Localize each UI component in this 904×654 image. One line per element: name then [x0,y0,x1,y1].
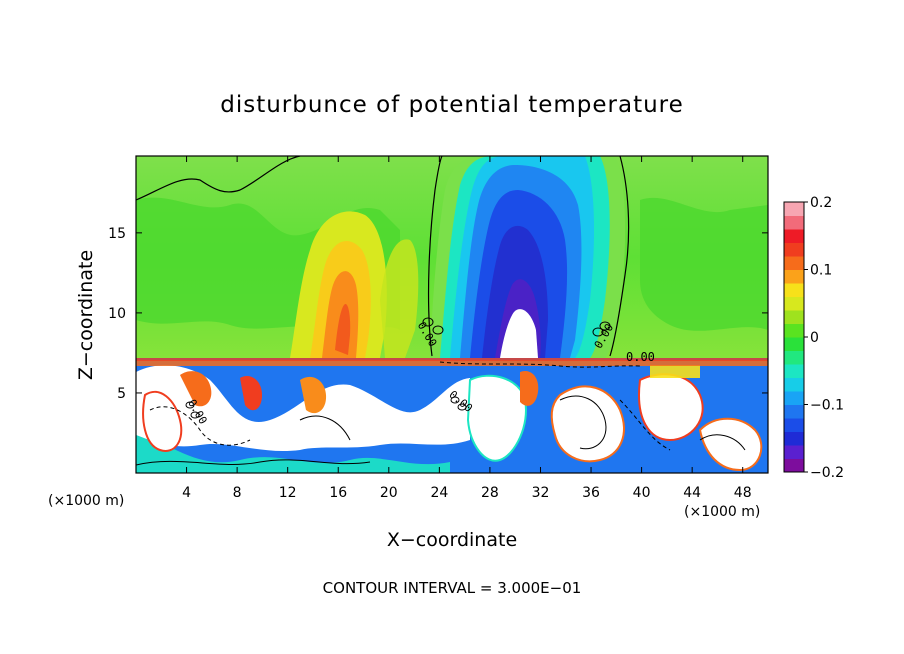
x-tick-label: 20 [380,485,398,501]
colorbar-swatch [784,418,804,432]
y-axis: 5 10 15 [108,226,768,402]
colorbar-swatch [784,431,804,446]
x-axis: 4 8 12 16 20 24 28 32 36 40 44 48 [182,156,752,501]
chart-title: disturbunce of potential temperature [220,92,684,118]
x-tick-label: 8 [233,485,242,501]
colorbar-swatch [784,458,804,473]
x-tick-label: 36 [582,485,600,501]
x-tick-label: 28 [481,485,499,501]
colorbar-swatch [784,242,804,257]
colorbar-tick-label: 0 [810,330,819,346]
x-tick-label: 32 [532,485,550,501]
colorbar-swatch [784,229,804,243]
x-axis-label: X−coordinate [387,529,517,551]
colorbar: 0.2 0.1 0 −0.1 −0.2 [783,195,844,481]
colorbar-swatch [784,337,804,351]
colorbar-swatch [784,283,804,297]
colorbar-swatch [784,377,804,392]
x-tick-label: 44 [683,485,701,501]
y-tick-label: 15 [108,226,126,242]
colorbar-swatch [784,391,804,405]
colorbar-tick-label: −0.2 [810,465,844,481]
colorbar-tick-label: 0.1 [810,263,832,279]
x-unit-left: (×1000 m) [48,493,124,509]
plot-frame [135,155,769,474]
contour-label: 0.00 [626,350,655,364]
colorbar-swatch [784,202,804,216]
x-tick-label: 12 [279,485,297,501]
x-tick-label: 16 [329,485,347,501]
x-tick-label: 24 [430,485,448,501]
colorbar-swatch [784,323,804,338]
colorbar-tick-label: −0.1 [810,398,844,414]
plot-area [136,156,768,473]
colorbar-swatch [784,350,804,365]
colorbar-swatch [784,215,804,230]
colorbar-swatch [784,269,804,284]
x-tick-label: 48 [734,485,752,501]
colorbar-swatch [784,445,804,459]
colorbar-tick-label: 0.2 [810,195,832,211]
x-tick-label: 40 [633,485,651,501]
colorbar-swatch [784,310,804,324]
colorbar-swatch [784,364,804,378]
colorbar-swatch [784,404,804,419]
y-axis-label: Z−coordinate [75,250,97,380]
x-unit-right: (×1000 m) [684,504,760,520]
contour-interval-footer: CONTOUR INTERVAL = 3.000E−01 [323,579,582,597]
x-tick-label: 4 [182,485,191,501]
colorbar-swatch [784,296,804,311]
y-tick-label: 5 [117,386,126,402]
colorbar-swatch [784,256,804,270]
y-tick-label: 10 [108,306,126,322]
